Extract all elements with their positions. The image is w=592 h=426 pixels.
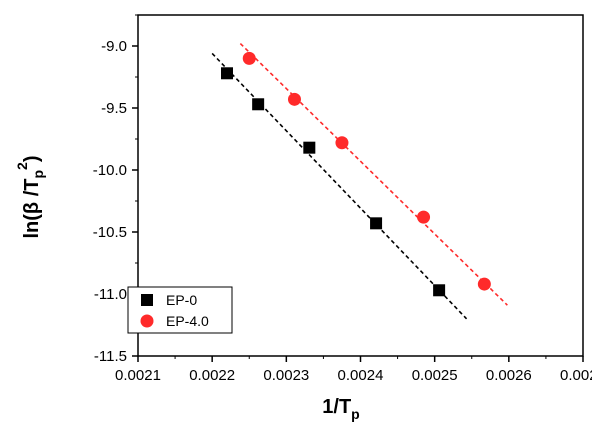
data-point-ep-0 bbox=[221, 67, 233, 80]
legend-label-ep-4-0: EP-4.0 bbox=[166, 313, 209, 329]
y-tick-label: -11.0 bbox=[94, 286, 127, 303]
fit-lines bbox=[211, 42, 508, 320]
data-point-ep-0 bbox=[370, 217, 383, 230]
x-tick-label: 0.0024 bbox=[338, 367, 384, 384]
y-axis-title-prefix: ln(β /T bbox=[21, 179, 43, 239]
data-point-ep-0 bbox=[303, 141, 316, 154]
data-point-ep-4-0 bbox=[417, 210, 431, 224]
y-tick-label: -9.0 bbox=[101, 38, 127, 55]
fit-line-ep-0 bbox=[211, 52, 468, 320]
x-tick-label: 0.0023 bbox=[263, 367, 309, 384]
y-tick-label: -10.5 bbox=[93, 224, 127, 241]
y-tick-label: -10.0 bbox=[93, 162, 127, 179]
data-point-ep-4-0 bbox=[242, 51, 256, 65]
x-tick-label: 0.0022 bbox=[189, 367, 235, 384]
x-axis-title-main: 1/T bbox=[322, 396, 351, 418]
fit-line-ep-4-0 bbox=[239, 42, 508, 306]
y-tick-label: -11.5 bbox=[94, 348, 127, 365]
y-axis-title-superscript: 2 bbox=[14, 162, 30, 170]
y-axis: -11.5 -11.0 -10.5 -10.0 -9.5 -9.0 bbox=[93, 14, 138, 365]
data-points bbox=[221, 51, 491, 297]
x-axis-title-subscript: p bbox=[351, 406, 360, 422]
y-tick-label: -9.5 bbox=[101, 100, 127, 117]
data-point-ep-4-0 bbox=[287, 92, 301, 106]
data-point-ep-4-0 bbox=[335, 136, 349, 150]
x-tick-label: 0.0021 bbox=[115, 367, 161, 384]
y-axis-title-suffix: ) bbox=[21, 155, 43, 162]
x-tick-label: 0.0026 bbox=[486, 367, 532, 384]
x-axis-title: 1/Tp bbox=[322, 396, 359, 422]
y-axis-title-subscript: p bbox=[30, 170, 46, 179]
data-point-ep-0 bbox=[433, 284, 446, 297]
data-point-ep-4-0 bbox=[477, 277, 491, 291]
legend-marker-ep-4-0 bbox=[140, 314, 154, 328]
data-point-ep-0 bbox=[252, 98, 265, 111]
x-tick-label: 0.0025 bbox=[412, 367, 458, 384]
y-axis-title: ln(β /Tp2) bbox=[14, 155, 46, 238]
legend-label-ep-0: EP-0 bbox=[166, 292, 197, 308]
legend: EP-0 EP-4.0 bbox=[127, 286, 233, 334]
legend-marker-ep-0 bbox=[141, 294, 153, 306]
x-axis: 0.0021 0.0022 0.0023 0.0024 0.0025 0.0026 0.00… bbox=[115, 356, 592, 384]
x-tick-label: 0.0027 bbox=[560, 367, 592, 384]
